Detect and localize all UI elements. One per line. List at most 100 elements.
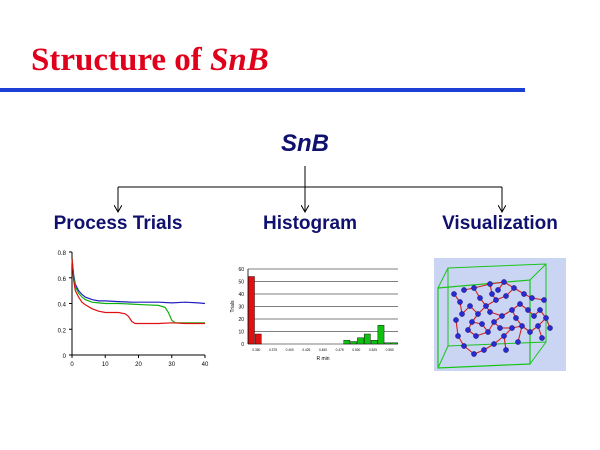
atom [483,303,489,309]
y-axis-label: Trials [230,300,236,313]
atom [501,279,507,285]
atom [457,299,463,305]
y-tick-label: 0 [241,342,244,348]
x-tick-label: 0.350 [252,348,260,352]
y-tick-label: 0.2 [58,328,67,334]
atom [481,347,487,353]
atom [539,335,545,341]
x-tick-label: 20 [135,362,142,368]
atom [529,295,535,301]
series-line [71,258,206,305]
atom [513,315,519,321]
molecule-visualization [434,258,566,371]
atom [541,297,547,303]
atom [451,291,457,297]
histogram-bar [357,337,364,345]
histogram-bar [343,340,351,345]
atom [453,317,459,323]
atom [499,313,505,319]
atom [485,329,491,335]
box-edge [437,345,449,369]
x-tick-label: 0.400 [286,348,294,352]
y-tick-label: 60 [238,267,244,273]
box-edge [529,341,547,365]
x-tick-label: 0.500 [352,348,360,352]
atom [467,303,473,309]
x-axis-label: R min [316,356,329,362]
x-tick-label: 30 [168,362,175,368]
box-edge [529,263,547,281]
y-tick-label: 30 [238,305,244,311]
histogram-bar [377,325,385,345]
y-tick-label: 0.8 [58,251,67,257]
atom [503,347,509,353]
title-prefix: Structure of [31,42,211,78]
atom [535,323,541,329]
y-tick-label: 0.6 [58,277,67,283]
histogram-bar-chart: 0 10 20 30 40 50 60 0.350 0.375 0.400 0.425 0.450 0.… [230,267,398,362]
atom [475,311,481,317]
tree-root-label: SnB [281,130,329,157]
atom [495,287,501,293]
histogram-bar [384,342,392,345]
atom [501,333,507,339]
atom [455,333,461,339]
atom [543,315,549,321]
x-tick-label: 0.375 [269,348,277,352]
atom [491,319,497,325]
x-tick-label: 0.550 [386,348,394,352]
atom [531,313,537,319]
y-tick-label: 50 [238,280,244,286]
y-tick-label: 40 [238,292,244,298]
y-tick-label: 0 [63,354,67,360]
atom [487,309,493,315]
histogram-bar [350,341,357,345]
atom [477,295,483,301]
atom [469,319,475,325]
atom [519,323,525,329]
atom [493,297,499,303]
atom [487,281,493,287]
atom [471,285,477,291]
x-tick-label: 0.425 [302,348,310,352]
y-tick-label: 20 [238,317,244,323]
x-tick-label: 0 [70,362,74,368]
atom [517,301,523,307]
y-tick-label: 0.4 [58,303,67,309]
histogram-bar [248,276,255,345]
x-tick-label: 10 [102,362,109,368]
branch-label-process-trials: Process Trials [53,213,183,234]
atom [489,291,495,297]
histogram-bar [370,340,378,345]
atom [465,327,471,333]
y-tick-label: 10 [238,330,244,336]
atom [509,307,515,313]
atom [525,307,531,313]
branch-label-visualization: Visualization [442,213,558,234]
atom [459,311,465,317]
histogram-bar [391,342,398,345]
x-tick-label: 0.525 [369,348,377,352]
box-edge [437,267,449,289]
atom [527,329,533,335]
x-tick-label: 0.475 [336,348,344,352]
x-tick-label: 0.450 [319,348,327,352]
atom [461,343,467,349]
series-line [71,258,205,324]
title-emphasis: SnB [210,42,269,78]
atom [537,307,543,313]
atom [511,285,517,291]
histogram-bar [364,333,371,345]
atom [479,321,485,327]
branch-label-histogram: Histogram [263,213,357,234]
atom [461,287,467,293]
slide-title: Structure of SnB [31,44,269,77]
atom [471,351,477,357]
atom [547,325,553,331]
atom [503,293,509,299]
histogram-bar [254,333,262,345]
atom [491,341,497,347]
atom [497,325,503,331]
title-underline [0,88,525,92]
